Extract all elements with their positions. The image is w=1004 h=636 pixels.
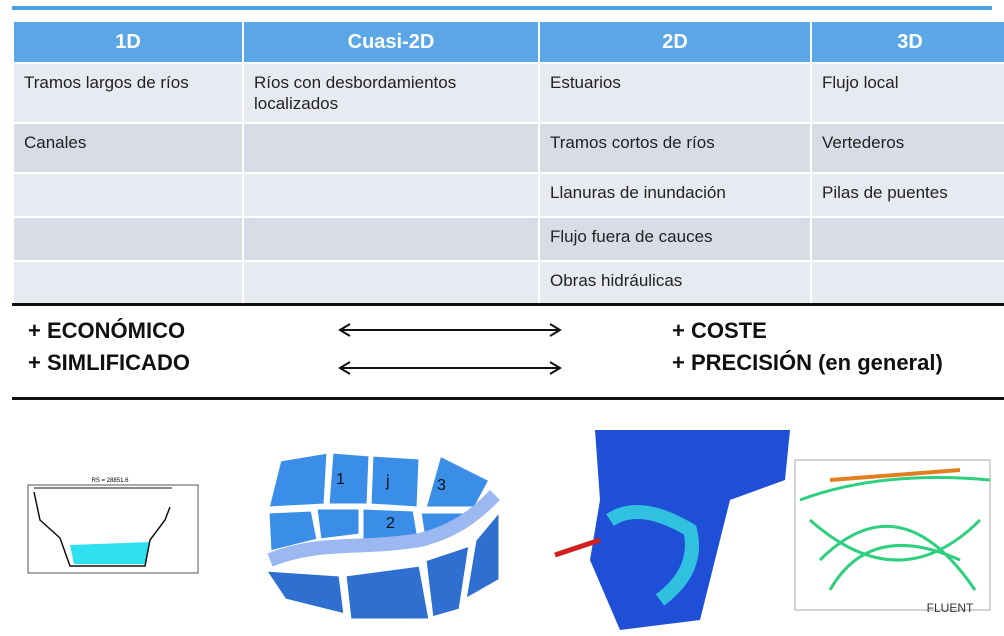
logo: FLUENT [927, 601, 974, 615]
header-cell: 2D [538, 22, 812, 64]
table-cell: Pilas de puentes [810, 172, 1004, 218]
table-cell [12, 260, 244, 306]
table-cell: Flujo local [810, 62, 1004, 124]
section-label: RS = 28851.6 [92, 478, 130, 484]
mesh-label: 2 [386, 515, 395, 532]
table-cell: Vertederos [810, 122, 1004, 174]
table-row: Tramos largos de ríos Ríos con desbordami… [12, 62, 1004, 124]
table-cell [12, 216, 244, 262]
table-cell [810, 260, 1004, 306]
table-cell [242, 172, 540, 218]
mesh-label: 1 [336, 471, 345, 488]
table-cell [810, 216, 1004, 262]
top-bar [12, 6, 992, 10]
mesh-labels: 1 j 3 2 [336, 471, 446, 532]
header-cell: Cuasi-2D [242, 22, 540, 64]
left-text: + SIMLIFICADO [28, 350, 190, 375]
table-cell [12, 172, 244, 218]
table-cell: Flujo fuera de cauces [538, 216, 812, 262]
table-row: Llanuras de inundación Pilas de puentes [12, 172, 1004, 218]
cross-section: RS = 28851.6 [27, 478, 199, 574]
table-cell [242, 122, 540, 174]
right-text: + COSTE [672, 318, 767, 343]
table-cell [242, 216, 540, 262]
left-text: + ECONÓMICO [28, 318, 186, 343]
mesh-label: j [385, 473, 390, 490]
mesh [262, 450, 502, 622]
table-row: Canales Tramos cortos de ríos Vertederos [12, 122, 1004, 174]
mesh-label: 3 [437, 477, 446, 494]
table-cell: Estuarios [538, 62, 812, 124]
right-text: + PRECISIÓN (en general) [672, 350, 943, 375]
header-cell: 1D [12, 22, 244, 64]
table-cell: Llanuras de inundación [538, 172, 812, 218]
table-row: Flujo fuera de cauces [12, 216, 1004, 262]
header-cell: 3D [810, 22, 1004, 64]
rule [12, 303, 1004, 306]
rule [12, 397, 1004, 400]
table-cell: Tramos largos de ríos [12, 62, 244, 124]
flow-3d: FLUENT [794, 459, 991, 615]
table-cell: Tramos cortos de ríos [538, 122, 812, 174]
table-cell: Canales [12, 122, 244, 174]
arrows [338, 323, 562, 375]
flow-2d [554, 430, 790, 630]
model-table: 1D Cuasi-2D 2D 3D Tramos largos de ríos Ríos … [12, 22, 1004, 306]
table-cell: Ríos con desbordamientos localizados [242, 62, 540, 124]
